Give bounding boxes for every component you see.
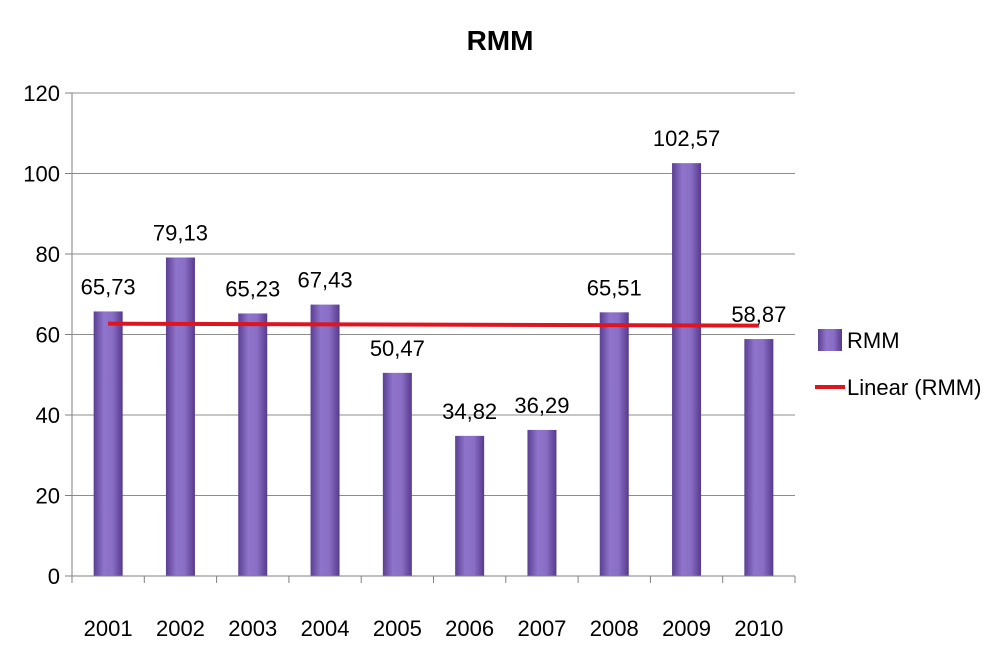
trendline-layer [108, 321, 759, 328]
bar-2002 [165, 257, 195, 576]
legend: RMM Linear (RMM) [815, 328, 981, 400]
axes: 0 20 40 60 80 100 120 2001 2002 2003 2004 2005 2006 2… [23, 81, 796, 641]
legend-swatch-rmm [818, 329, 842, 351]
y-tick-label: 120 [23, 81, 60, 106]
data-labels: 65,73 79,13 65,23 67,43 50,47 34,82 36,29 65,51… [81, 126, 787, 424]
x-tick-label: 2004 [301, 616, 350, 641]
bar-2005 [382, 372, 412, 576]
bar-2010 [744, 339, 774, 576]
x-tick-label: 2001 [84, 616, 133, 641]
x-tick-label: 2007 [517, 616, 566, 641]
x-tick-label: 2005 [373, 616, 422, 641]
legend-label-rmm: RMM [847, 328, 900, 353]
bars [93, 163, 774, 576]
chart-title: RMM [467, 25, 534, 56]
data-label-2008: 65,51 [587, 275, 642, 300]
data-label-2002: 79,13 [153, 221, 208, 246]
trendline [108, 321, 759, 328]
bar-2001 [93, 311, 123, 576]
y-tick-label: 60 [36, 323, 60, 348]
data-label-2007: 36,29 [514, 393, 569, 418]
data-label-2005: 50,47 [370, 336, 425, 361]
bar-2004 [310, 304, 340, 576]
x-tick-label: 2002 [156, 616, 205, 641]
data-label-2001: 65,73 [81, 274, 136, 299]
x-tick-label: 2009 [662, 616, 711, 641]
y-tick-label: 0 [48, 564, 60, 589]
bar-2007 [527, 429, 557, 576]
legend-label-linear: Linear (RMM) [847, 375, 981, 400]
data-label-2006: 34,82 [442, 399, 497, 424]
data-label-2004: 67,43 [298, 268, 353, 293]
bar-2009 [672, 163, 702, 576]
x-tick-label: 2010 [734, 616, 783, 641]
data-label-2003: 65,23 [225, 276, 280, 301]
bar-2006 [455, 435, 485, 576]
data-label-2009: 102,57 [653, 126, 720, 151]
y-tick-label: 100 [23, 162, 60, 187]
data-label-2010: 58,87 [731, 302, 786, 327]
y-tick-label: 40 [36, 403, 60, 428]
bar-2003 [238, 313, 268, 576]
y-tick-label: 20 [36, 484, 60, 509]
y-tick-label: 80 [36, 242, 60, 267]
x-tick-label: 2008 [590, 616, 639, 641]
bar-2008 [599, 312, 629, 576]
x-tick-label: 2006 [445, 616, 494, 641]
x-tick-label: 2003 [228, 616, 277, 641]
